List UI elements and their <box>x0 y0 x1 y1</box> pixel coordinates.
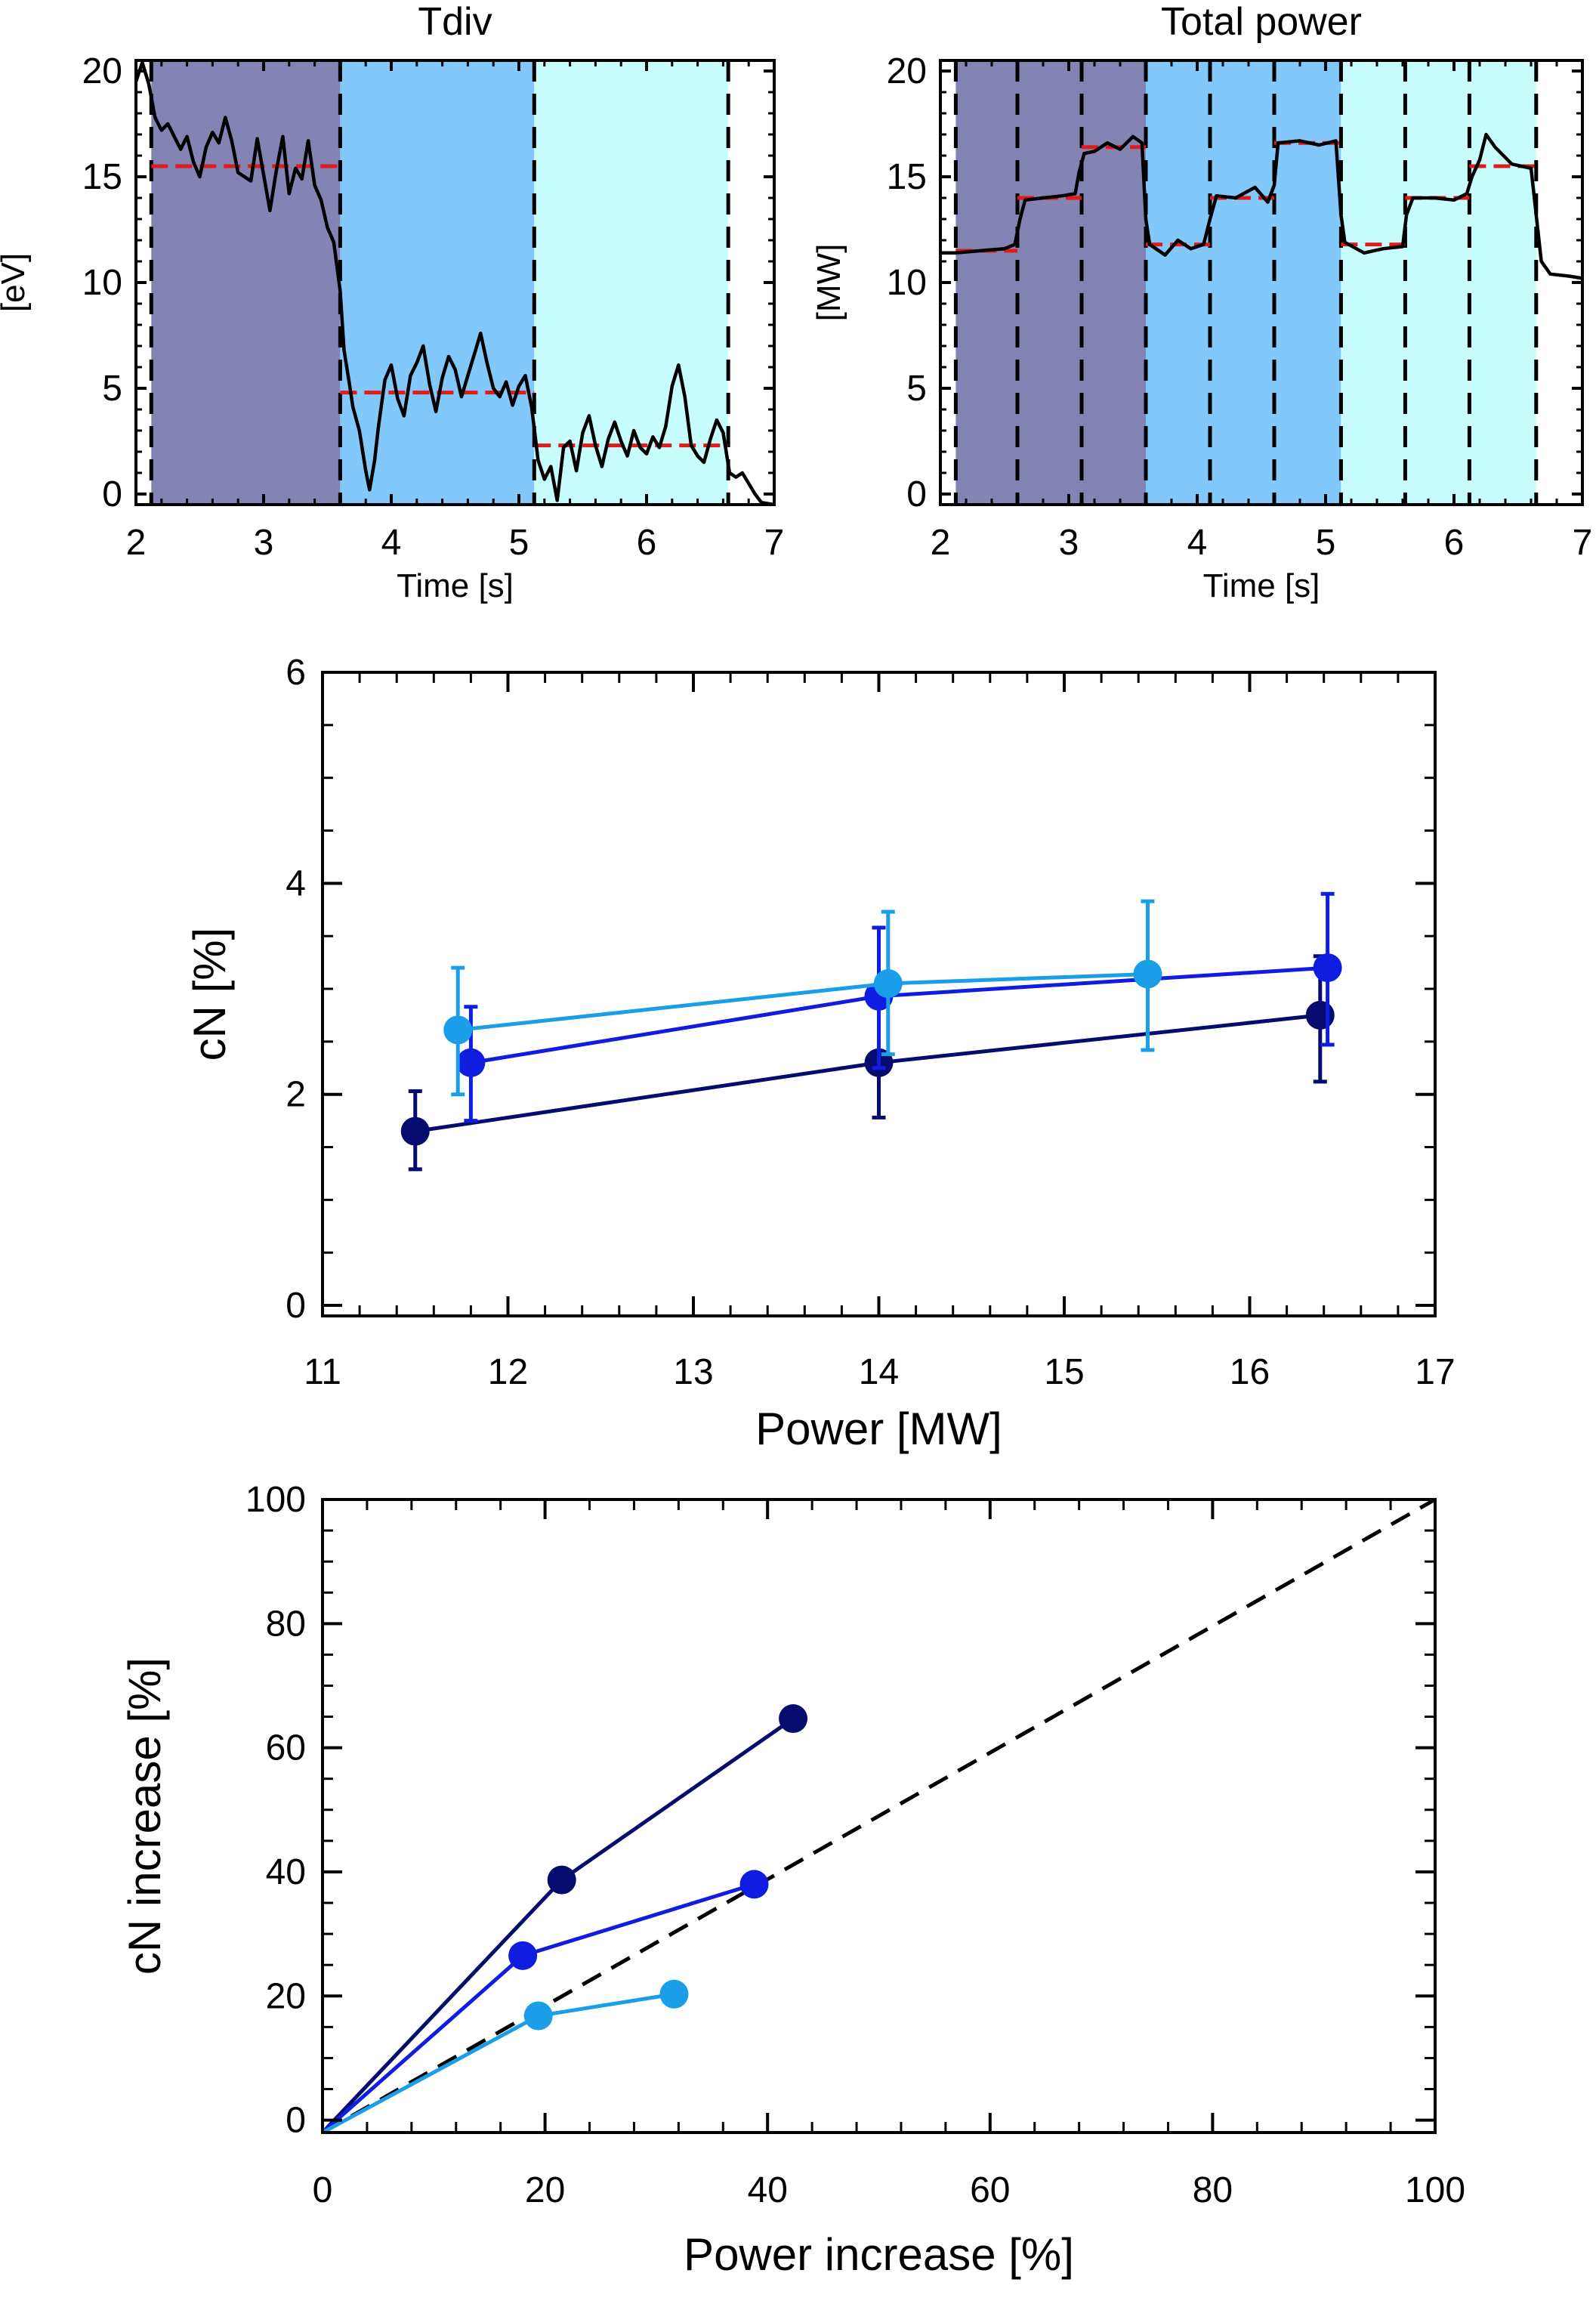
y-tick-label: 15 <box>82 157 122 197</box>
shaded-band <box>340 60 535 505</box>
plot-area <box>323 1499 1435 2133</box>
y-tick-label: 0 <box>286 2101 306 2141</box>
x-tick-label: 6 <box>637 523 657 563</box>
y-tick-label: 2 <box>286 1075 306 1115</box>
data-point <box>400 1116 430 1146</box>
x-tick-label: 60 <box>970 2170 1010 2210</box>
shaded-band <box>151 60 341 505</box>
series-line <box>323 1992 675 2133</box>
data-point <box>456 1048 486 1077</box>
series-line <box>415 1013 1321 1134</box>
plot-area <box>940 60 1582 505</box>
data-point <box>1305 1000 1335 1030</box>
y-axis-title: cN [%] <box>184 928 235 1061</box>
shaded-band <box>1146 60 1341 505</box>
x-axis-title: Time [s] <box>1203 567 1320 604</box>
x-tick-label: 15 <box>1044 1352 1084 1392</box>
plot-frame <box>321 1498 1437 2134</box>
x-axis-title: Power [MW] <box>755 1404 1002 1454</box>
signal-trace <box>136 60 774 505</box>
y-tick-label: 10 <box>887 263 927 303</box>
x-tick-label: 100 <box>1405 2170 1465 2210</box>
x-tick-label: 5 <box>509 523 529 563</box>
x-tick-label: 16 <box>1230 1352 1270 1392</box>
x-tick-label: 2 <box>126 523 147 563</box>
y-tick-label: 0 <box>102 474 122 514</box>
chart-title: Tdiv <box>418 0 492 44</box>
x-tick-label: 4 <box>1187 523 1208 563</box>
y-tick-label: 15 <box>887 157 927 197</box>
x-tick-label: 6 <box>1444 523 1465 563</box>
y-tick-label: 4 <box>286 863 306 903</box>
x-tick-label: 40 <box>748 2170 788 2210</box>
x-axis-title: Time [s] <box>397 567 514 604</box>
y-axis-title: cN increase [%] <box>119 1657 170 1975</box>
x-tick-label: 2 <box>931 523 951 563</box>
unity-reference-line <box>323 1499 1435 2133</box>
x-tick-label: 13 <box>673 1352 713 1392</box>
data-point <box>523 2001 553 2031</box>
signal-trace <box>940 132 1582 280</box>
y-tick-label: 5 <box>102 369 122 409</box>
x-tick-label: 5 <box>1316 523 1336 563</box>
x-tick-label: 12 <box>488 1352 528 1392</box>
x-axis-title: Power increase [%] <box>684 2229 1074 2280</box>
x-tick-label: 3 <box>1059 523 1079 563</box>
y-tick-label: 60 <box>266 1728 306 1768</box>
data-point <box>1313 953 1342 983</box>
shaded-band <box>534 60 729 505</box>
chart-title: Total power <box>1161 0 1362 44</box>
x-tick-label: 7 <box>1573 523 1593 563</box>
chart-tdiv: 2 3 4 5 6 7 0 5 10 15 20 Time [s] [eV] Tdiv <box>0 0 784 604</box>
y-tick-label: 0 <box>286 1286 306 1326</box>
data-point <box>659 1979 689 2009</box>
series-line <box>457 972 1148 1032</box>
x-tick-label: 17 <box>1415 1352 1455 1392</box>
shaded-band <box>955 60 1146 505</box>
y-tick-label: 20 <box>887 51 927 91</box>
shaded-band <box>1341 60 1536 505</box>
x-tick-label: 3 <box>254 523 274 563</box>
x-tick-label: 20 <box>525 2170 565 2210</box>
y-tick-label: 40 <box>266 1852 306 1892</box>
chart-cn-increase-vs-power-increase: 0 20 40 60 80 100 0 20 40 60 80 100 Power increase [… <box>119 1480 1465 2280</box>
data-point <box>739 1870 769 1899</box>
x-tick-label: 11 <box>304 1352 341 1392</box>
x-tick-label: 80 <box>1193 2170 1233 2210</box>
data-point <box>873 969 903 999</box>
y-tick-label: 100 <box>245 1480 306 1520</box>
y-tick-label: 20 <box>82 51 122 91</box>
y-tick-label: 20 <box>266 1976 306 2016</box>
y-axis-title: [MW] <box>810 244 847 322</box>
x-tick-label: 14 <box>859 1352 899 1392</box>
data-point <box>547 1865 576 1895</box>
x-tick-label: 0 <box>313 2170 333 2210</box>
chart-total-power: 2 3 4 5 6 7 0 5 10 15 20 Time [s] [MW] Total power <box>810 0 1592 604</box>
x-tick-label: 4 <box>381 523 402 563</box>
plot-area <box>136 60 774 505</box>
data-point <box>508 1941 538 1970</box>
plot-area <box>400 891 1342 1172</box>
y-tick-label: 80 <box>266 1604 306 1644</box>
y-tick-label: 5 <box>906 369 927 409</box>
y-tick-label: 10 <box>82 263 122 303</box>
x-tick-label: 7 <box>764 523 785 563</box>
data-point <box>443 1015 473 1045</box>
data-point <box>779 1704 808 1734</box>
y-axis-title: [eV] <box>0 253 32 312</box>
y-tick-label: 6 <box>286 653 306 693</box>
chart-cn-vs-power: 11 12 13 14 15 16 17 0 2 4 6 Power [MW] cN [%] <box>184 653 1456 1454</box>
y-tick-label: 0 <box>906 474 927 514</box>
data-point <box>1133 959 1162 989</box>
